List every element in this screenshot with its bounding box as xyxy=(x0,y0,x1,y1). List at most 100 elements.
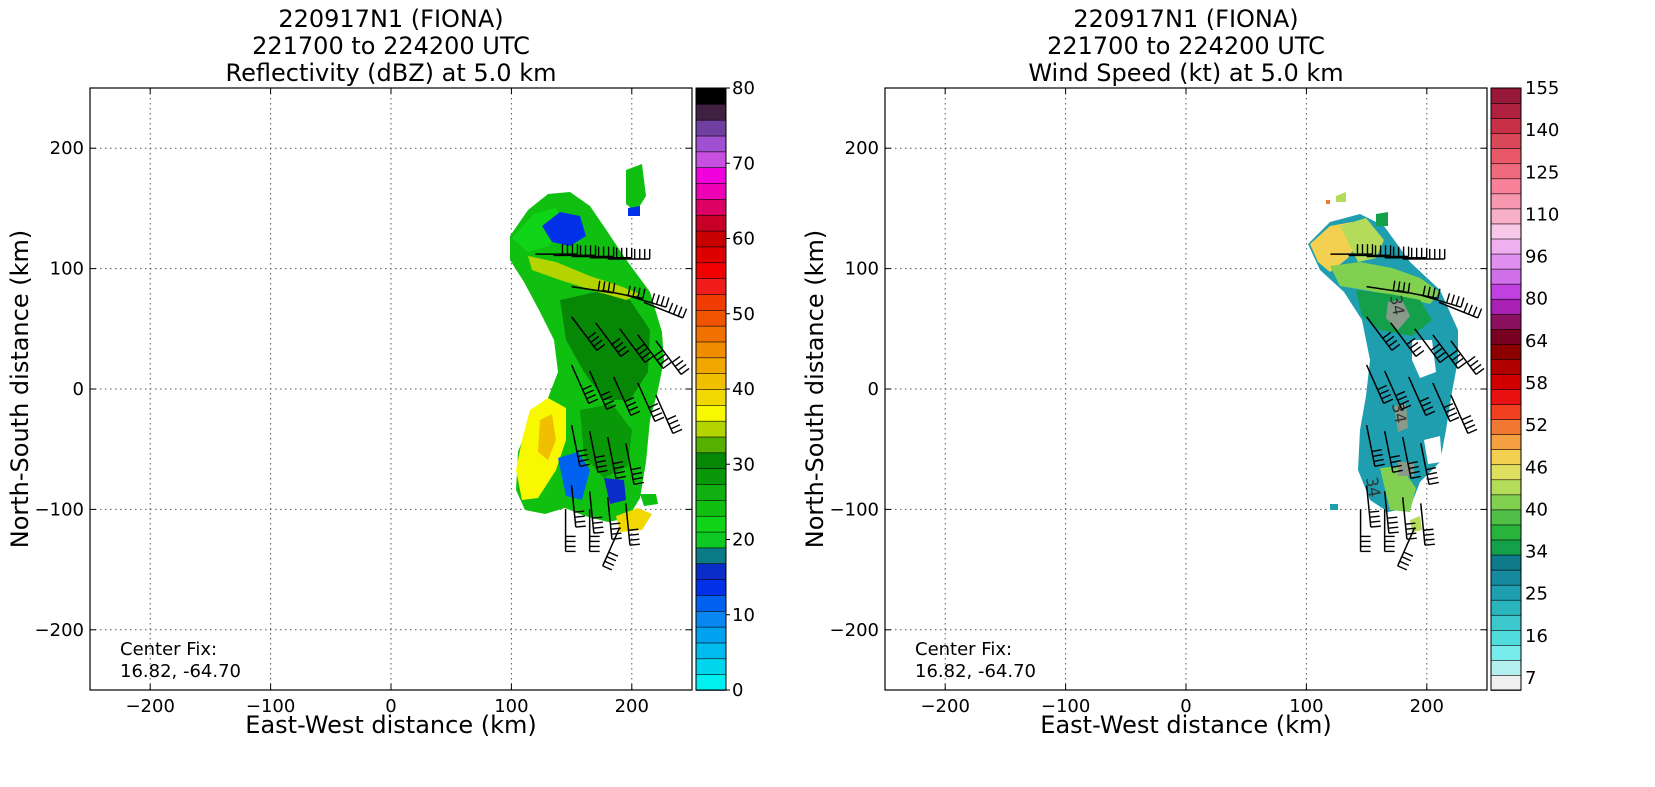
colorbar-segment xyxy=(695,135,727,153)
colorbar-segments xyxy=(1490,87,1522,691)
echo-region-blue-north xyxy=(542,212,586,246)
wind-barb-feather xyxy=(1391,343,1401,351)
wind-barb-feather xyxy=(600,390,611,397)
wind-barb-shaft xyxy=(602,527,621,567)
colorbar-tick-label: 80 xyxy=(1525,289,1548,310)
wind-barb-feather xyxy=(650,293,656,304)
colorbar-segment xyxy=(1490,509,1522,526)
colorbar-tick-label: 40 xyxy=(1525,499,1548,520)
wind-barb-feather xyxy=(1399,400,1410,406)
x-tick-label: 0 xyxy=(1180,696,1191,717)
colorbar-segment xyxy=(1490,313,1522,330)
wind-barb-feather xyxy=(1387,516,1398,519)
wind-barb-feather xyxy=(1447,412,1458,418)
wind-barb-feather xyxy=(613,465,624,470)
colorbar-segment xyxy=(1490,87,1522,104)
colorbar-tick-labels: 0 10 20 30 40 50 60 70 80 xyxy=(726,78,755,701)
colorbar-segment xyxy=(695,547,727,565)
colorbar-segment xyxy=(1490,117,1522,134)
colorbar-segment xyxy=(1490,253,1522,270)
wind-barb-feather xyxy=(1388,531,1399,534)
wind-barb-feather xyxy=(611,537,622,540)
wind-barb-feather xyxy=(665,297,670,308)
colorbar-tick-label: 50 xyxy=(732,304,755,325)
wind-barb-feather xyxy=(1465,424,1476,430)
plot-area: −200 −100 0 100 200 −200 −100 0 100 200 xyxy=(35,87,693,717)
wind-barb-feather xyxy=(1385,335,1395,343)
colorbar-segment xyxy=(1490,403,1522,420)
wind-barb-feather xyxy=(624,396,635,403)
wind-barb-feather xyxy=(1451,353,1461,361)
colorbar-segment xyxy=(1490,463,1522,481)
colorbar-segment xyxy=(1490,238,1522,255)
colorbar-segment xyxy=(1490,132,1522,149)
wind-barb-feather xyxy=(574,510,585,513)
wind-barb-shaft xyxy=(637,334,664,369)
reflectivity-panel: 220917N1 (FIONA) 221700 to 224200 UTC Re… xyxy=(6,5,755,739)
colorbar-segment xyxy=(1490,614,1522,631)
wind-barb-feather xyxy=(604,560,615,566)
wind-region-gray-contour xyxy=(1386,300,1410,330)
colorbar-segment xyxy=(1490,283,1522,300)
colorbar-segment xyxy=(695,404,727,422)
wind-barb-feather xyxy=(1430,343,1440,351)
wind-barb-feather xyxy=(1445,293,1451,304)
colorbar-tick-label: 20 xyxy=(732,530,755,551)
y-tick-label: 0 xyxy=(73,379,84,400)
wind-barb-shaft xyxy=(1408,376,1427,416)
wind-barb-feather xyxy=(1424,538,1435,541)
wind-barb-feather xyxy=(630,467,642,471)
wind-barb-feather xyxy=(652,412,663,418)
wind-barb-feather xyxy=(584,389,595,395)
wind-barb-feather xyxy=(1406,537,1417,540)
wind-fragment-north-2 xyxy=(1336,192,1346,202)
wind-barb-feather xyxy=(1379,389,1390,395)
wind-barb-feather xyxy=(635,343,645,351)
wind-barb-feather xyxy=(602,565,613,571)
wind-barb-feather xyxy=(1397,395,1408,401)
colorbar-segment xyxy=(1490,478,1522,496)
y-tick-label: −100 xyxy=(830,499,879,520)
wind-barb-shaft xyxy=(1420,503,1426,546)
wind-barb-shaft xyxy=(1365,424,1376,467)
wind-barb-shaft xyxy=(643,301,684,319)
center-fix-label: Center Fix: xyxy=(120,639,217,660)
wind-barb-feather xyxy=(597,469,608,474)
colorbar-tick-label: 80 xyxy=(732,78,755,99)
wind-barb-shaft xyxy=(1365,485,1372,528)
wind-barb-shaft xyxy=(1432,382,1451,422)
panel-title-line-1: 220917N1 (FIONA) xyxy=(278,5,503,33)
wind-barb-shaft xyxy=(606,497,613,540)
wind-barb-feather xyxy=(1391,464,1402,469)
wind-barb-shaft xyxy=(1450,394,1469,434)
wind-barb-feather xyxy=(1399,560,1410,566)
colorbar-frame xyxy=(1490,87,1522,691)
y-axis-label: North-South distance (km) xyxy=(6,230,34,549)
colorbar-segment xyxy=(1490,524,1522,541)
wind-region-gray-contour-2 xyxy=(1394,404,1408,432)
wind-barb-shaft xyxy=(588,370,608,410)
colorbar-tick-label: 0 xyxy=(732,680,743,701)
wind-barb-feather xyxy=(655,294,660,305)
wind-barb-feather xyxy=(1469,359,1479,368)
y-tick-label: 100 xyxy=(50,259,84,280)
wind-barb-feather xyxy=(656,353,666,361)
colorbar-segment xyxy=(695,198,727,216)
colorbar-segment xyxy=(695,293,727,311)
wind-barb-feather xyxy=(1390,459,1401,464)
colorbar-segment xyxy=(695,325,727,343)
wind-barbs xyxy=(1330,244,1485,571)
wind-barb-feather xyxy=(1406,337,1416,345)
colorbar-tick-label: 125 xyxy=(1525,162,1559,183)
echo-region-blue-south xyxy=(558,452,590,500)
wind-barb-feather xyxy=(614,341,624,349)
wind-fragment-north xyxy=(1376,212,1388,226)
wind-barb-feather xyxy=(594,454,605,459)
wind-barb-feather xyxy=(596,343,606,351)
wind-fragment-southwest xyxy=(1330,504,1338,510)
panel-title-line-2: 221700 to 224200 UTC xyxy=(1047,32,1325,60)
wind-barb-feather xyxy=(1369,515,1380,518)
x-tick-label: 100 xyxy=(494,696,528,717)
x-tick-label: −200 xyxy=(125,696,174,717)
colorbar-tick-label: 110 xyxy=(1525,204,1559,225)
